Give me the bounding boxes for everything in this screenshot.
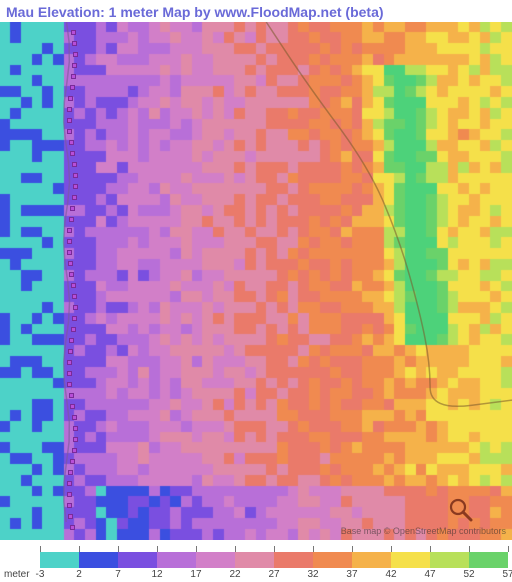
legend-value: 42 [385, 569, 396, 580]
legend-segment [430, 552, 469, 568]
elevation-map[interactable] [0, 22, 512, 540]
legend-segment [196, 552, 235, 568]
legend-segment [118, 552, 157, 568]
legend-segment [40, 552, 79, 568]
basemap-credit: Base map © OpenStreetMap contributors [341, 526, 506, 536]
legend-labels: -32712172227323742475257 [40, 569, 508, 581]
legend-value: 2 [76, 569, 82, 580]
legend-value: 12 [151, 569, 162, 580]
legend-value: 52 [463, 569, 474, 580]
legend-segment [274, 552, 313, 568]
legend-segment [469, 552, 508, 568]
legend-value: 32 [307, 569, 318, 580]
page-title: Mau Elevation: 1 meter Map by www.FloodM… [6, 4, 384, 20]
legend-colorbar [40, 552, 508, 568]
legend-value: 7 [115, 569, 121, 580]
legend-segment [79, 552, 118, 568]
legend-value: 47 [424, 569, 435, 580]
magnifier-icon[interactable] [448, 497, 474, 528]
legend-unit: meter [4, 569, 30, 580]
legend-value: 37 [346, 569, 357, 580]
legend-value: 17 [190, 569, 201, 580]
legend-segment [235, 552, 274, 568]
legend-value: -3 [36, 569, 45, 580]
heatmap-canvas [0, 22, 512, 540]
legend-value: 27 [268, 569, 279, 580]
legend-segment [157, 552, 196, 568]
legend-segment [352, 552, 391, 568]
legend-segment [391, 552, 430, 568]
legend-value: 57 [502, 569, 512, 580]
legend-segment [313, 552, 352, 568]
legend: meter -32712172227323742475257 [0, 540, 512, 582]
legend-value: 22 [229, 569, 240, 580]
